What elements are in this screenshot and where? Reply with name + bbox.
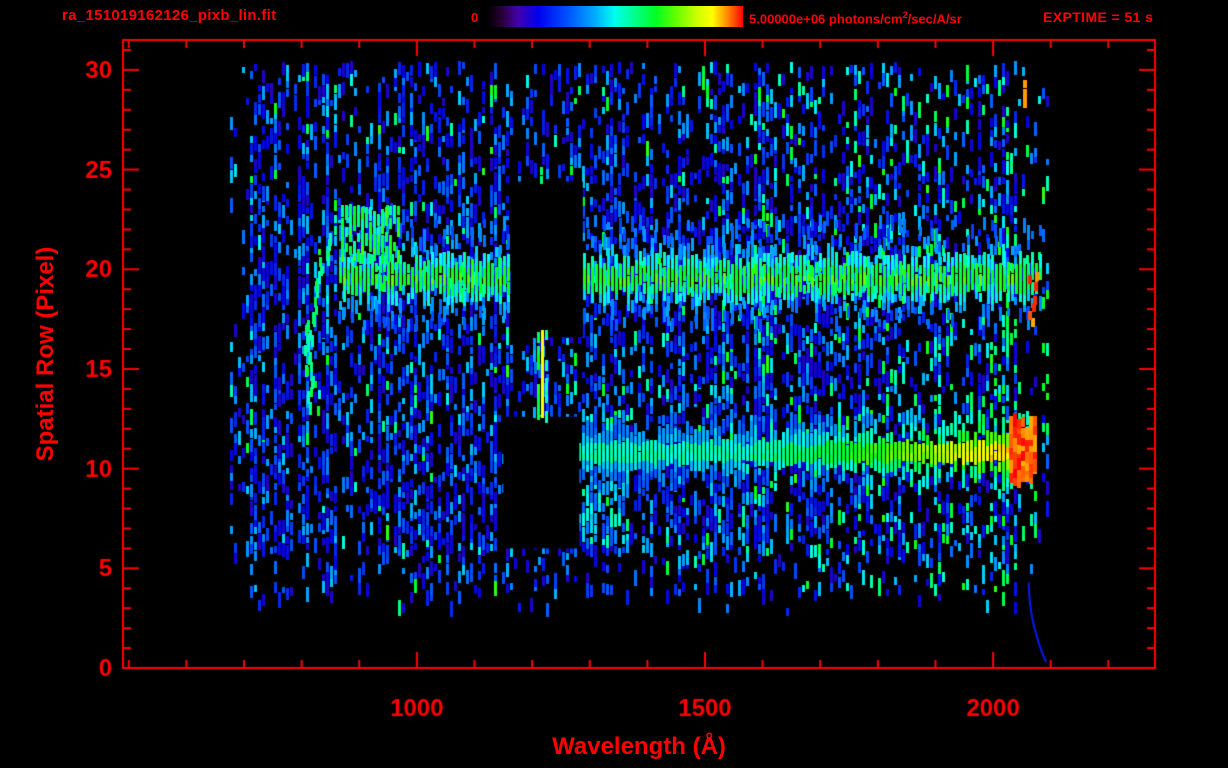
- colorbar-unit-suffix: /sec/A/sr: [907, 11, 962, 27]
- y-axis-title: Spatial Row (Pixel): [32, 246, 59, 462]
- colorbar-min-label: 0: [471, 10, 479, 25]
- colorbar-max-label: 5.00000e+06 photons/cm2/sec/A/sr: [749, 10, 962, 26]
- exptime-label: EXPTIME = 51 s: [1043, 9, 1154, 25]
- colorbar-unit-superscript: 2: [902, 10, 908, 20]
- colorbar-unit-prefix: photons/cm: [825, 11, 903, 27]
- filename-title: ra_151019162126_pixb_lin.fit: [62, 7, 277, 24]
- x-axis-title: Wavelength (Å): [552, 733, 726, 760]
- colorbar-max-value: 5.00000e+06: [749, 11, 826, 27]
- colorbar-gradient: [487, 6, 743, 27]
